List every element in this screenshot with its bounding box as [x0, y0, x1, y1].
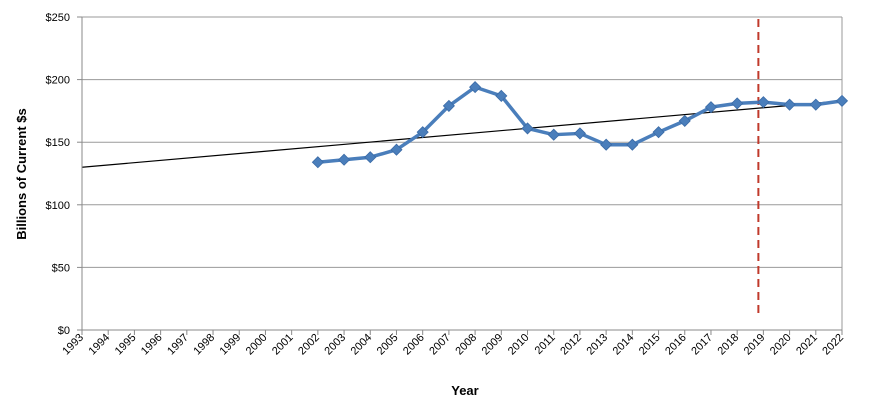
- data-point-marker: [757, 96, 770, 109]
- data-point-marker: [678, 114, 691, 127]
- data-point-marker: [364, 151, 377, 164]
- data-point-marker: [600, 138, 613, 151]
- x-tick-label: 1997: [165, 332, 191, 358]
- data-point-marker: [390, 143, 403, 156]
- data-point-marker: [626, 138, 639, 151]
- data-point-marker: [495, 89, 508, 102]
- y-axis-title: Billions of Current $s: [14, 108, 29, 239]
- x-tick-label: 2005: [375, 332, 401, 358]
- x-tick-label: 1995: [113, 332, 139, 358]
- x-tick-label: 2009: [480, 332, 506, 358]
- x-tick-label: 2015: [637, 332, 663, 358]
- x-tick-label: 2020: [768, 332, 794, 358]
- x-axis-title: Year: [451, 383, 478, 398]
- x-tick-label: 2017: [689, 332, 715, 358]
- x-tick-label: 2002: [296, 332, 322, 358]
- x-tick-label: 2000: [244, 332, 270, 358]
- x-tick-label: 2007: [427, 332, 453, 358]
- x-tick-label: 1996: [139, 332, 165, 358]
- y-tick-label: $100: [46, 200, 70, 212]
- x-tick-label: 2022: [820, 332, 846, 358]
- trendline-layer: [81, 100, 843, 168]
- y-tick-label: $0: [58, 325, 70, 337]
- x-tick-label: 1999: [218, 332, 244, 358]
- axes: [77, 16, 843, 335]
- data-point-marker: [783, 98, 796, 111]
- x-tick-label: 1998: [191, 332, 217, 358]
- x-tick-label: 2021: [794, 332, 820, 358]
- data-point-marker: [573, 127, 586, 140]
- data-point-marker: [835, 94, 849, 107]
- data-point-marker: [442, 99, 455, 112]
- data-point-marker: [809, 98, 822, 111]
- data-point-marker: [469, 81, 482, 94]
- data-point-marker: [731, 97, 744, 110]
- x-tick-label: 2004: [349, 332, 375, 358]
- x-tick-label: 2011: [533, 332, 558, 357]
- x-tick-label: 1994: [87, 332, 113, 358]
- x-tick-label: 2013: [584, 332, 610, 358]
- data-point-marker: [704, 101, 718, 114]
- x-tick-label: 2003: [322, 332, 348, 358]
- y-tick-label: $50: [52, 262, 70, 274]
- data-point-marker: [547, 128, 560, 141]
- x-tick-label: 2016: [663, 332, 689, 358]
- x-tick-label: 2008: [453, 332, 479, 358]
- gridlines: [82, 16, 843, 330]
- data-point-marker: [338, 153, 351, 166]
- data-point-marker: [416, 126, 429, 139]
- y-tick-label: $200: [46, 75, 70, 87]
- data-point-marker: [521, 122, 534, 135]
- data-point-marker: [311, 156, 324, 169]
- x-tick-label: 2006: [401, 332, 427, 358]
- y-tick-label: $150: [46, 137, 70, 149]
- x-tick-label: 2014: [611, 332, 637, 358]
- x-tick-label: 2012: [558, 332, 584, 358]
- y-tick-label: $250: [46, 12, 70, 24]
- data-point-marker: [652, 126, 665, 139]
- series-layer: [311, 81, 849, 169]
- x-tick-label: 2018: [715, 332, 741, 358]
- x-tick-label: 2019: [742, 332, 768, 358]
- x-tick-label: 2001: [270, 332, 296, 358]
- trendline: [81, 100, 843, 168]
- x-tick-label: 2010: [506, 332, 532, 358]
